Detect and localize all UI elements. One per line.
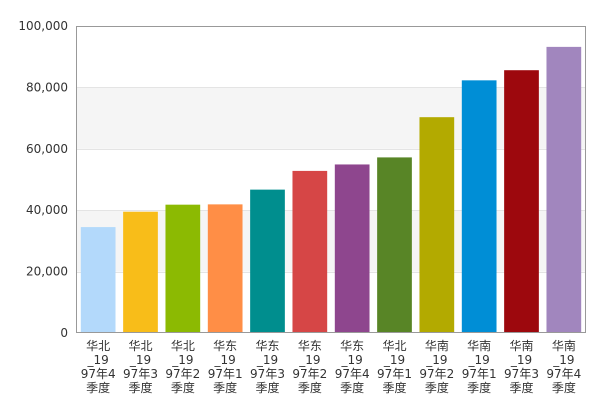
x-tick-label-line: 华北 xyxy=(171,339,195,353)
y-tick-label: 0 xyxy=(60,326,68,340)
x-tick-label-line: 97年3 xyxy=(250,367,285,381)
x-tick-label-line: _19 xyxy=(298,353,320,367)
x-tick-label-line: 97年4 xyxy=(335,367,370,381)
grid-band xyxy=(76,87,586,149)
x-tick-label-line: _19 xyxy=(129,353,151,367)
plot-frame xyxy=(76,26,586,333)
x-tick-label: 华南_19 97年3 季度 xyxy=(504,338,539,395)
grid-band xyxy=(76,210,586,272)
x-tick-label-line: 季度 xyxy=(86,380,110,395)
bar xyxy=(419,117,455,332)
x-tick-label-line: 季度 xyxy=(128,380,152,395)
bar xyxy=(165,204,201,332)
bars xyxy=(80,46,582,333)
x-tick-label: 华北_19 97年2 季度 xyxy=(165,339,200,395)
x-tick-label-line: 华南 xyxy=(467,338,491,353)
bar xyxy=(123,211,158,332)
x-tick-label-line: 季度 xyxy=(467,380,491,395)
x-tick-label-line: 97年3 xyxy=(504,367,539,381)
y-tick-label: 20,000 xyxy=(26,265,68,279)
x-tick-label-line: 97年2 xyxy=(419,367,454,381)
bar xyxy=(207,204,243,332)
x-tick-label-line: 97年1 xyxy=(377,367,412,381)
x-tick-label-line: 季度 xyxy=(382,380,406,395)
x-tick-label-line: 季度 xyxy=(425,380,449,395)
y-tick-label: 80,000 xyxy=(26,80,68,94)
x-tick-label-line: 季度 xyxy=(171,380,195,395)
x-tick-label-line: 华北 xyxy=(382,339,406,353)
x-tick-label-line: _19 xyxy=(425,353,447,367)
x-tick-label-line: 华南 xyxy=(552,338,576,353)
x-tick-label-line: 97年2 xyxy=(165,367,200,381)
x-tick-label: 华东_19 97年1 季度 xyxy=(208,339,243,395)
bar xyxy=(250,189,285,332)
bar xyxy=(377,157,412,332)
x-tick-label-line: _19 xyxy=(171,353,193,367)
x-tick-label: 华东_19 97年4 季度 xyxy=(335,339,370,395)
x-tick-label: 华南_19 97年4 季度 xyxy=(546,338,581,395)
x-tick-label-line: 华东 xyxy=(298,339,322,353)
x-tick-label: 华北_19 97年4 季度 xyxy=(81,339,116,395)
x-tick-label-line: _19 xyxy=(341,353,363,367)
x-tick-label-line: 97年3 xyxy=(123,367,158,381)
bar xyxy=(334,164,370,332)
x-tick-label-line: 华南 xyxy=(425,338,449,353)
x-tick-label-line: _19 xyxy=(214,353,236,367)
y-tick-label: 60,000 xyxy=(26,142,68,156)
x-tick-label: 华东_19 97年2 季度 xyxy=(292,339,327,395)
x-tick-label-line: 华南 xyxy=(509,338,533,353)
bar xyxy=(292,170,328,332)
x-tick-label-line: 华东 xyxy=(340,339,364,353)
x-tick-label-line: 97年1 xyxy=(208,367,243,381)
x-tick-label-line: _19 xyxy=(552,353,574,367)
y-tick-label: 40,000 xyxy=(26,203,68,217)
plot-bands xyxy=(76,87,586,272)
x-tick-label-line: 97年2 xyxy=(292,367,327,381)
x-tick-label: 华北_19 97年1 季度 xyxy=(377,339,412,395)
x-tick-label-line: 97年1 xyxy=(462,367,497,381)
x-tick-label-line: 季度 xyxy=(255,380,279,395)
x-tick-label-line: _19 xyxy=(87,353,109,367)
x-tick-label: 华南_19 97年2 季度 xyxy=(419,338,454,395)
x-tick-label: 华东_19 97年3 季度 xyxy=(250,339,285,395)
x-tick-label-line: 97年4 xyxy=(546,367,581,381)
bar xyxy=(80,227,116,332)
bar xyxy=(461,80,497,333)
x-tick-label-line: _19 xyxy=(510,353,532,367)
x-tick-label-line: 季度 xyxy=(340,380,364,395)
x-tick-label: 华北_19 97年3 季度 xyxy=(123,339,158,395)
x-tick-label-line: 季度 xyxy=(213,380,237,395)
bar xyxy=(546,46,582,332)
x-tick-label-line: 华东 xyxy=(255,339,279,353)
x-tick-label-line: _19 xyxy=(256,353,278,367)
x-tick-label-line: 季度 xyxy=(552,380,576,395)
x-tick-label-line: 华北 xyxy=(86,339,110,353)
x-tick-label-line: _19 xyxy=(468,353,490,367)
x-tick-label: 华南_19 97年1 季度 xyxy=(462,338,497,395)
x-tick-label-line: 华北 xyxy=(128,339,152,353)
y-axis: 0 20,000 40,000 60,000 80,000 100,000 xyxy=(18,19,68,340)
grid-lines xyxy=(76,87,586,273)
x-tick-label-line: 华东 xyxy=(213,339,237,353)
x-tick-label-line: 季度 xyxy=(509,380,533,395)
x-tick-label-line: 97年4 xyxy=(81,367,116,381)
y-tick-label: 100,000 xyxy=(18,19,68,33)
x-tick-label-line: 季度 xyxy=(298,380,322,395)
x-tick-label-line: _19 xyxy=(383,353,405,367)
bar xyxy=(504,70,539,332)
